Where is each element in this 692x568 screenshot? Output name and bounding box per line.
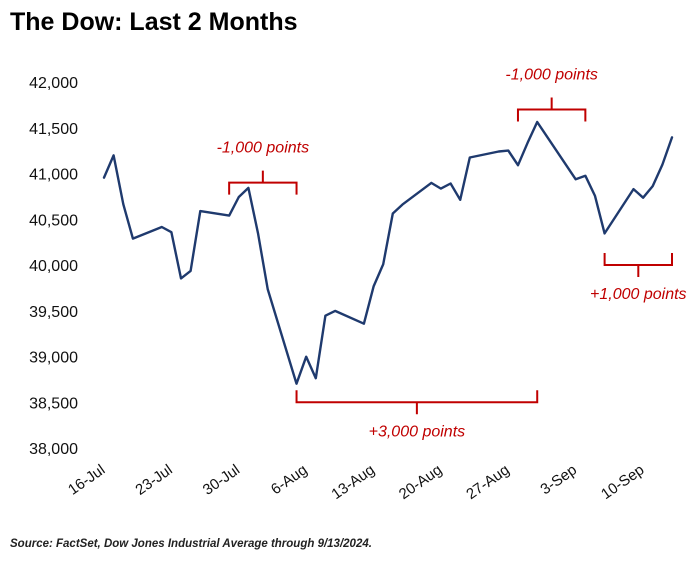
x-tick-label: 6-Aug [268, 461, 311, 498]
series-line [102, 120, 674, 385]
annotation-label: -1,000 points [217, 140, 310, 157]
chart-title: The Dow: Last 2 Months [10, 8, 298, 36]
annotation-label: -1,000 points [505, 66, 598, 83]
annotation-bracket: -1,000 points [217, 140, 310, 195]
bracket-path [295, 390, 539, 415]
annotation-bracket: -1,000 points [505, 66, 598, 122]
annotation-label: +3,000 points [369, 423, 466, 440]
x-tick-label: 27-Aug [463, 461, 512, 503]
y-tick-label: 39,500 [29, 304, 78, 321]
x-tick-label: 16-Jul [65, 461, 108, 498]
x-tick-label: 13-Aug [328, 461, 377, 503]
annotation-label: +1,000 points [590, 286, 687, 303]
y-tick-label: 38,000 [29, 441, 78, 458]
y-tick-label: 40,500 [29, 212, 78, 229]
y-tick-label: 38,500 [29, 395, 78, 412]
annotation-bracket: +1,000 points [590, 253, 687, 303]
y-tick-label: 42,000 [29, 75, 78, 92]
x-axis-ticks: 16-Jul 23-Jul 30-Jul 6-Aug 13-Aug 20-Aug 27-Au… [65, 461, 647, 503]
y-tick-label: 39,000 [29, 350, 78, 367]
y-axis-ticks: 38,000 38,500 39,000 39,500 40,000 40,500 41,0… [29, 75, 78, 458]
x-tick-label: 3-Sep [537, 461, 580, 498]
source-note: Source: FactSet, Dow Jones Industrial Av… [10, 538, 372, 550]
y-tick-label: 41,500 [29, 121, 78, 138]
series-layer [102, 120, 674, 385]
annotation-layer: -1,000 points +3,000 points -1,000 points +… [217, 66, 687, 440]
bracket-path [516, 97, 587, 122]
x-tick-label: 20-Aug [396, 461, 445, 503]
annotation-bracket: +3,000 points [295, 390, 539, 440]
bracket-path [228, 170, 298, 195]
bracket-path [603, 253, 673, 277]
x-tick-label: 30-Jul [200, 461, 243, 498]
x-tick-label: 10-Sep [598, 461, 647, 503]
y-tick-label: 41,000 [29, 167, 78, 184]
y-tick-label: 40,000 [29, 258, 78, 275]
x-tick-label: 23-Jul [132, 461, 175, 498]
